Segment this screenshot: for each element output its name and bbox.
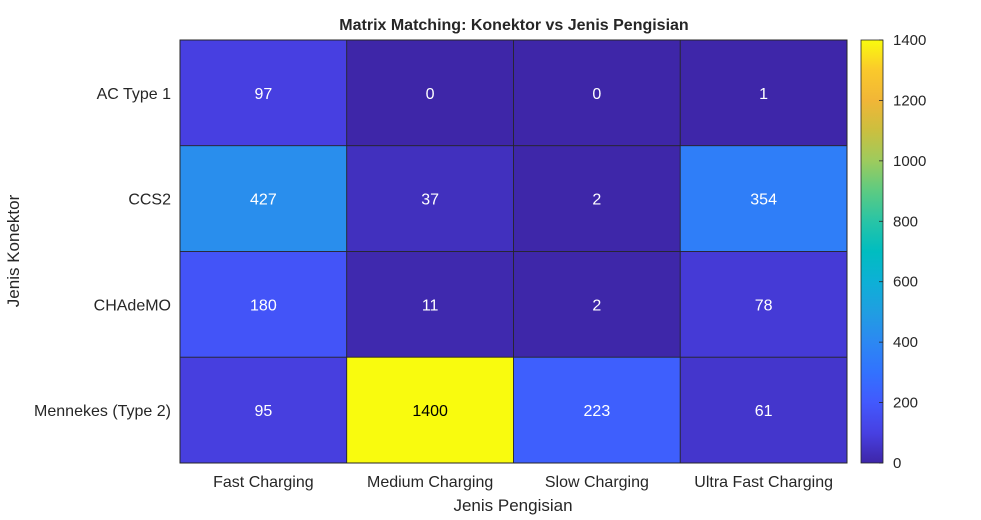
x-tick-label-slow-charging: Slow Charging [545,474,649,491]
cell-value-label: 61 [755,403,773,420]
x-tick-label-fast-charging: Fast Charging [213,474,314,491]
x-axis-ticks: Fast Charging Medium Charging Slow Chargin… [213,474,833,491]
colorbar-tick-label: 0 [893,455,901,472]
y-tick-label-mennekes-type-2: Mennekes (Type 2) [34,403,171,420]
y-tick-label-ccs2: CCS2 [128,192,171,209]
cell-value-label: 11 [422,297,439,314]
heatmap-cell-labels: 97 0 0 1 427 37 2 354 180 11 2 78 95 1400 223 61 [250,86,777,420]
cell-value-label: 1400 [412,403,448,420]
x-tick-label-medium-charging: Medium Charging [367,474,493,491]
plot-frame [179,39,848,464]
heatmap-cell [346,251,514,358]
colorbar-tick-label: 800 [893,213,918,230]
y-tick-label-ac-type-1: AC Type 1 [97,86,172,103]
heatmap-cell [346,356,514,464]
heatmap-cells [179,39,848,464]
x-tick-label-ultra-fast-charging: Ultra Fast Charging [694,474,833,491]
heatmap-cell [679,145,848,252]
heatmap-cell [346,39,514,147]
heatmap-cell [179,39,348,147]
heatmap-cell [679,39,848,147]
colorbar-gradient [860,39,884,464]
cell-value-label: 180 [250,297,277,314]
cell-value-label: 37 [421,192,439,209]
colorbar-tick-label: 600 [893,274,918,291]
heatmap-cell [513,356,681,464]
cell-value-label: 427 [250,192,277,209]
heatmap-cell [513,145,681,252]
cell-value-label: 0 [592,86,601,103]
y-tick-label-chademo: CHAdeMO [94,297,171,314]
cell-value-label: 1 [759,86,768,103]
cell-value-label: 97 [254,86,272,103]
cell-value-label: 223 [584,403,611,420]
colorbar-tick-label: 1200 [893,92,926,109]
cell-value-label: 0 [426,86,435,103]
y-axis-ticks: AC Type 1 CCS2 CHAdeMO Mennekes (Type 2) [34,86,171,420]
heatmap-cell [346,145,514,252]
colorbar-tick-label: 200 [893,395,918,412]
colorbar-tick-label: 1000 [893,153,926,170]
colorbar-ticks: 0 200 400 600 800 1000 1200 1400 [879,32,926,472]
cell-value-label: 2 [592,192,601,209]
colorbar-tick-label: 400 [893,334,918,351]
heatmap-cell [179,145,348,252]
cell-value-label: 95 [254,403,272,420]
heatmap-cell [179,356,348,464]
chart-title: Matrix Matching: Konektor vs Jenis Pengi… [339,17,688,34]
colorbar: 0 200 400 600 800 1000 1200 1400 [860,32,926,472]
cell-value-label: 354 [750,192,777,209]
cell-value-label: 78 [755,297,773,314]
heatmap-cell [679,251,848,358]
y-axis-label: Jenis Konektor [4,194,23,307]
colorbar-tick-label: 1400 [893,32,926,49]
cell-value-label: 2 [592,297,601,314]
heatmap-cell [679,356,848,464]
x-axis-label: Jenis Pengisian [453,496,572,515]
